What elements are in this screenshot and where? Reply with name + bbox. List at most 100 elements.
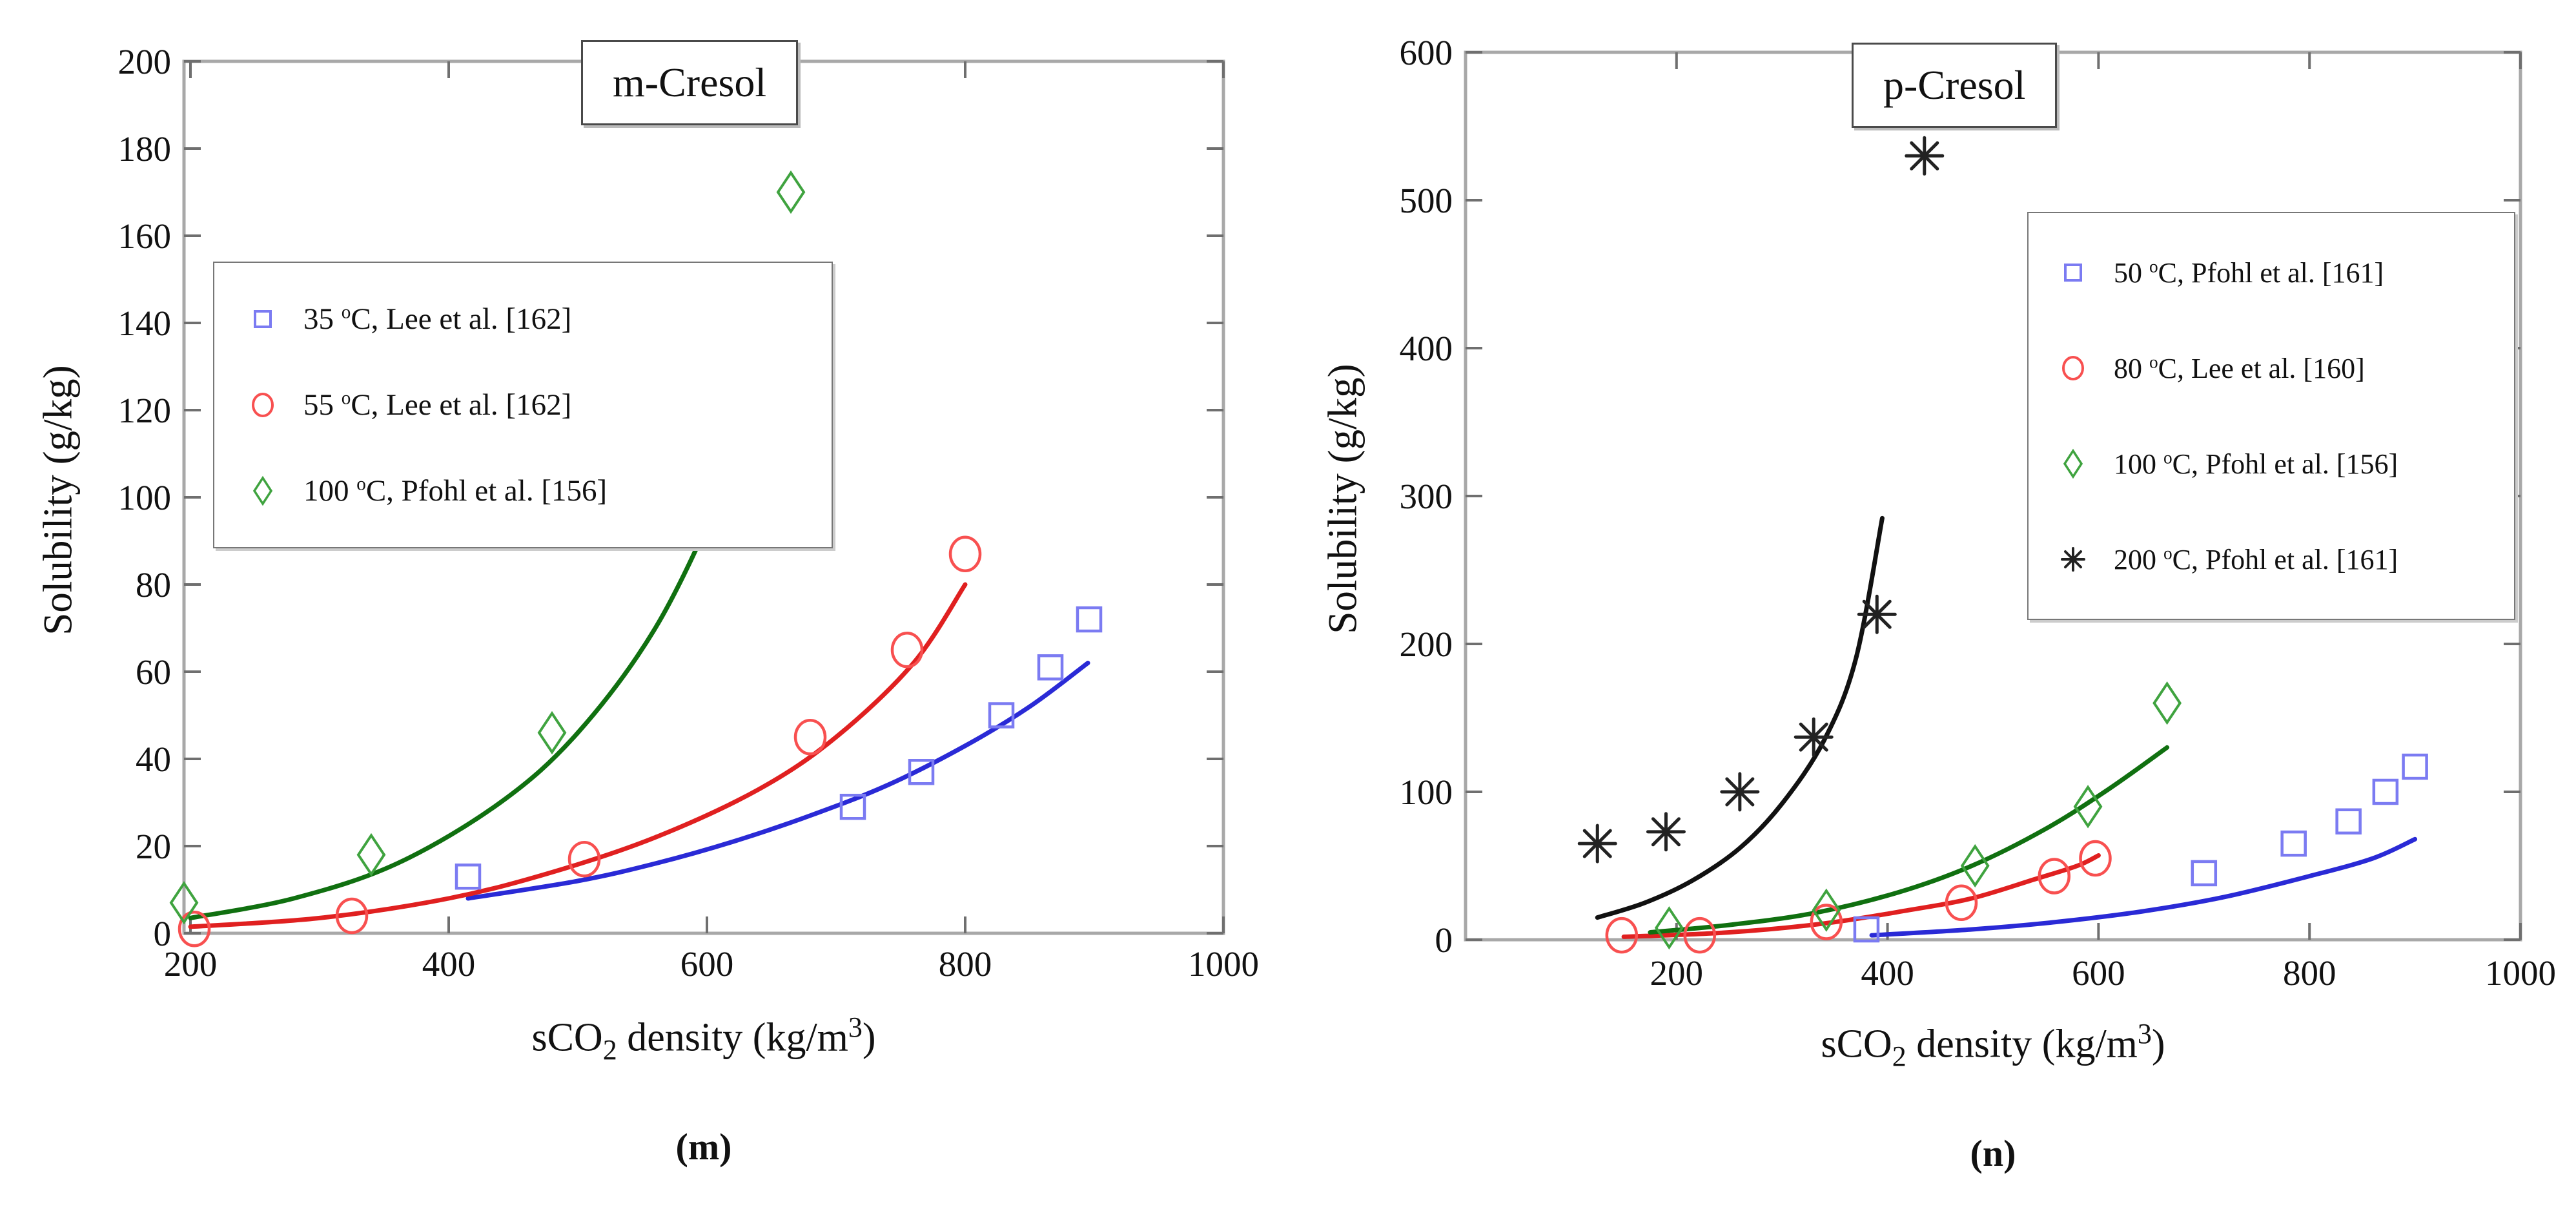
x-label-text: density (kg/m bbox=[617, 1015, 848, 1060]
panel-m-cresol-y-tick-label: 60 bbox=[136, 652, 171, 692]
circle-legend-icon bbox=[2062, 356, 2084, 380]
panel-p-cresol-x-tick-label: 400 bbox=[1861, 953, 1914, 993]
panel-p-cresol-series-100-c-pfohl-et-al-156-fit-line bbox=[1648, 745, 2170, 935]
square-glyph bbox=[2064, 264, 2082, 282]
panel-m-cresol-y-tick-label: 40 bbox=[136, 740, 171, 779]
panel-m-cresol-x-tick-label: 800 bbox=[939, 944, 992, 984]
panel-p-cresol-x-tick-label: 200 bbox=[1650, 953, 1704, 993]
panel-m-cresol-series-55-c-lee-et-al-162-fit-line bbox=[188, 582, 968, 929]
legend-label: 35 oC, Lee et al. [162] bbox=[303, 302, 572, 336]
panel-p-cresol-series-200-c-pfohl-et-al-161-fit-line bbox=[1595, 515, 1885, 920]
x-label-subscript: 2 bbox=[1892, 1040, 1906, 1073]
panel-m-cresol-y-tick-label: 20 bbox=[136, 827, 171, 866]
panel-m-cresol-series-55-c-lee-et-al-162-circle-marker bbox=[793, 719, 827, 756]
panel-m-cresol-y-tick-label: 80 bbox=[136, 565, 171, 605]
panel-m-cresol-series-35-c-lee-et-al-162-square-marker bbox=[839, 794, 866, 820]
panel-p-cresol-y-tick-label: 600 bbox=[1400, 33, 1453, 72]
x-label-text: ) bbox=[862, 1015, 876, 1060]
degree-superscript: o bbox=[2163, 543, 2172, 563]
panel-m-cresol-series-35-c-lee-et-al-162-square-marker bbox=[988, 702, 1015, 729]
legend-label: 200 oC, Pfohl et al. [161] bbox=[2114, 543, 2398, 575]
legend-box-m-cresol: 35 oC, Lee et al. [162] 55 oC, Lee et al.… bbox=[213, 262, 833, 548]
legend-box-p-cresol: 50 oC, Pfohl et al. [161] 80 oC, Lee et a… bbox=[2027, 212, 2515, 620]
y-axis-label-n: Solubility (g/kg) bbox=[1320, 364, 1365, 634]
x-label-text: ) bbox=[2151, 1022, 2165, 1066]
panel-m-cresol-x-tick-label: 600 bbox=[680, 944, 734, 984]
degree-superscript: o bbox=[341, 302, 351, 322]
panel-m-cresol-x-tick-label: 200 bbox=[164, 944, 218, 984]
panel-m-cresol-series-100-c-pfohl-et-al-156-diamond-marker bbox=[169, 881, 199, 925]
legend-label: 80 oC, Lee et al. [160] bbox=[2114, 351, 2365, 384]
panel-p-cresol-series-100-c-pfohl-et-al-156-diamond-marker bbox=[1960, 844, 1990, 888]
x-label-superscript: 3 bbox=[2137, 1018, 2152, 1050]
panel-p-cresol-series-200-c-pfohl-et-al-161-asterisk-center bbox=[1663, 829, 1668, 834]
panel-m-cresol-y-tick-label: 0 bbox=[154, 914, 172, 953]
panel-m-cresol-x-tick-label: 1000 bbox=[1188, 944, 1259, 984]
panel-m-cresol-series-55-c-lee-et-al-162-circle-marker bbox=[178, 911, 211, 947]
degree-superscript: o bbox=[2149, 351, 2158, 371]
panel-p-cresol-x-tick-label: 600 bbox=[2072, 953, 2125, 993]
panel-m-cresol-y-tick-label: 140 bbox=[118, 304, 172, 343]
panel-m-cresol-series-100-c-pfohl-et-al-156-diamond-marker bbox=[356, 833, 386, 877]
x-label-text: sCO bbox=[1821, 1022, 1892, 1066]
panel-m-cresol-series-55-c-lee-et-al-162-circle-marker bbox=[890, 632, 924, 668]
panel-m-cresol-y-tick-label: 160 bbox=[118, 216, 172, 256]
panel-p-cresol-series-80-c-lee-et-al-160-circle-marker bbox=[1683, 916, 1716, 954]
square-legend-icon bbox=[254, 309, 272, 328]
panel-caption-n: (n) bbox=[1970, 1132, 2016, 1174]
x-label-text: density (kg/m bbox=[1906, 1022, 2138, 1066]
panel-p-cresol-series-80-c-lee-et-al-160-circle-marker bbox=[1945, 884, 1978, 921]
panel-m-cresol-x-tick-label: 400 bbox=[422, 944, 476, 984]
panel-p-cresol-y-tick-label: 400 bbox=[1400, 329, 1453, 368]
degree-superscript: o bbox=[2163, 447, 2172, 467]
degree-superscript: o bbox=[2149, 256, 2158, 276]
y-axis-label-m: Solubility (g/kg) bbox=[35, 365, 81, 636]
panel-m-cresol-y-tick-label: 200 bbox=[118, 42, 172, 81]
panel-title-m-cresol: m-Cresol bbox=[581, 40, 799, 125]
degree-superscript: o bbox=[356, 473, 366, 495]
legend-item-35-c-lee-et-al-162: 35 oC, Lee et al. [162] bbox=[239, 300, 807, 338]
panel-p-cresol-series-50-c-pfohl-et-al-161-square-marker bbox=[2335, 808, 2362, 835]
panel-m-cresol-y-tick-label: 120 bbox=[118, 391, 172, 430]
degree-superscript: o bbox=[341, 388, 351, 409]
panel-p-cresol-series-50-c-pfohl-et-al-161-square-marker bbox=[2280, 830, 2307, 857]
legend-label: 100 oC, Pfohl et al. [156] bbox=[2114, 447, 2398, 480]
panel-m-cresol-series-100-c-pfohl-et-al-156-diamond-marker bbox=[537, 710, 567, 755]
diamond-legend-icon bbox=[252, 476, 273, 506]
legend-item-100-c-pfohl-et-al-156: 100 oC, Pfohl et al. [156] bbox=[2049, 445, 2493, 482]
panel-p-cresol-series-80-c-lee-et-al-160-circle-marker bbox=[2038, 858, 2071, 895]
square-legend-icon bbox=[2064, 264, 2082, 282]
legend-item-80-c-lee-et-al-160: 80 oC, Lee et al. [160] bbox=[2049, 349, 2493, 387]
panel-p-cresol-y-tick-label: 300 bbox=[1400, 477, 1453, 516]
panel-m-cresol-series-35-c-lee-et-al-162-square-marker bbox=[455, 864, 482, 890]
panel-p-cresol-series-80-c-lee-et-al-160-circle-marker bbox=[1810, 904, 1843, 940]
panel-p-cresol-y-tick-label: 100 bbox=[1400, 772, 1453, 812]
panel-p-cresol-series-200-c-pfohl-et-al-161-asterisk-center bbox=[1737, 789, 1743, 794]
circle-legend-icon bbox=[252, 392, 274, 417]
x-label-subscript: 2 bbox=[602, 1034, 617, 1066]
panel-p-cresol-series-100-c-pfohl-et-al-156-diamond-marker bbox=[1654, 906, 1684, 950]
panel-p-cresol-series-200-c-pfohl-et-al-161-asterisk-center bbox=[1595, 841, 1600, 846]
panel-title-p-cresol: p-Cresol bbox=[1852, 43, 2058, 128]
panel-m-cresol-y-tick-label: 100 bbox=[118, 478, 172, 517]
panel-p-cresol-x-tick-label: 1000 bbox=[2485, 953, 2556, 993]
panel-m-cresol-series-35-c-lee-et-al-162-square-marker bbox=[1037, 654, 1064, 681]
x-axis-label-m: sCO2 density (kg/m3) bbox=[478, 1011, 930, 1066]
panel-p-cresol-series-100-c-pfohl-et-al-156-diamond-marker bbox=[1812, 888, 1841, 932]
circle-glyph bbox=[252, 392, 274, 417]
panel-p-cresol-series-50-c-pfohl-et-al-161-square-marker bbox=[2402, 753, 2428, 780]
panel-p-cresol-series-200-c-pfohl-et-al-161-asterisk-center bbox=[1811, 734, 1816, 740]
panel-p-cresol-series-100-c-pfohl-et-al-156-diamond-marker bbox=[2073, 785, 2103, 829]
panel-m-cresol-series-35-c-lee-et-al-162-fit-line bbox=[465, 661, 1090, 901]
legend-item-55-c-lee-et-al-162: 55 oC, Lee et al. [162] bbox=[239, 386, 807, 424]
panel-p-cresol-series-80-c-lee-et-al-160-circle-marker bbox=[2079, 840, 2112, 877]
panel-caption-m: (m) bbox=[675, 1126, 732, 1168]
panel-m-cresol-series-100-c-pfohl-et-al-156-diamond-marker bbox=[776, 170, 806, 214]
panel-p-cresol-series-50-c-pfohl-et-al-161-square-marker bbox=[2191, 860, 2218, 887]
panel-m-cresol-y-tick-label: 180 bbox=[118, 129, 172, 169]
panel-p-cresol-series-50-c-pfohl-et-al-161-fit-line bbox=[1869, 836, 2418, 938]
x-label-superscript: 3 bbox=[848, 1011, 863, 1043]
legend-item-50-c-pfohl-et-al-161: 50 oC, Pfohl et al. [161] bbox=[2049, 254, 2493, 291]
panel-p-cresol-series-200-c-pfohl-et-al-161-asterisk-center bbox=[1874, 612, 1879, 617]
